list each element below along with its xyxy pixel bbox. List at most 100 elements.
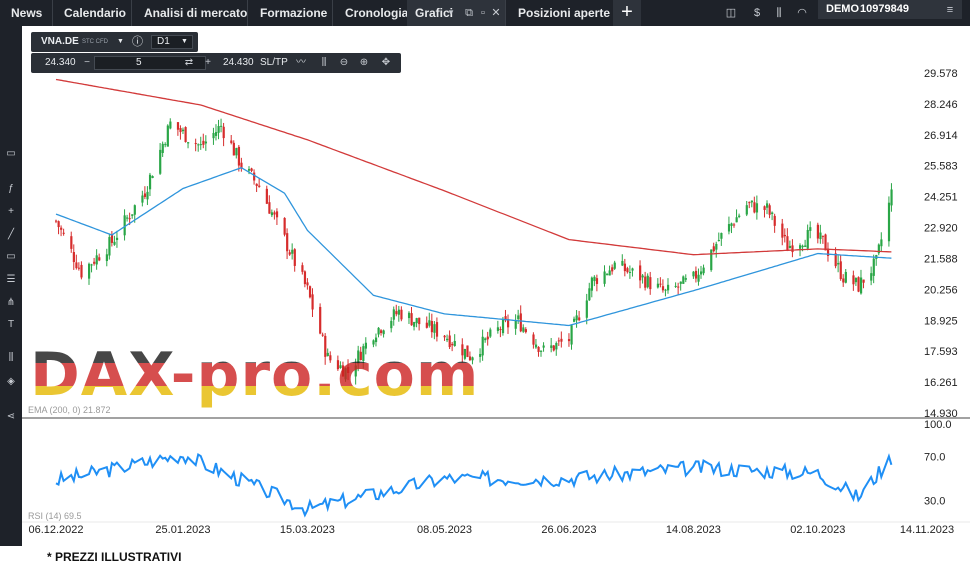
- candle-body: [344, 368, 347, 380]
- candle-body: [151, 176, 154, 179]
- candle-body: [265, 188, 268, 204]
- candle-body: [524, 329, 527, 333]
- rectangle-tool-icon[interactable]: ▭: [6, 251, 16, 262]
- candle-body: [623, 263, 627, 272]
- candle-body: [710, 249, 713, 271]
- decrease-quantity-button[interactable]: −: [84, 57, 90, 68]
- candle-body: [877, 244, 880, 254]
- swap-icon[interactable]: ⇄: [184, 57, 194, 68]
- chart-area[interactable]: 29.578 28.246 26.914 25.583 24.251 22.920 21.5…: [22, 26, 970, 546]
- candle-body: [806, 229, 809, 249]
- candle-body: [433, 324, 436, 333]
- layers-icon[interactable]: ◈: [7, 376, 15, 387]
- add-tab-button[interactable]: +: [613, 0, 641, 26]
- zoom-in-icon[interactable]: ⊕: [359, 57, 369, 68]
- symbol-name[interactable]: VNA.DE: [41, 36, 79, 47]
- line-chart-icon[interactable]: 〰: [296, 57, 306, 68]
- candle-body: [128, 218, 131, 220]
- currency-icon[interactable]: $: [753, 7, 761, 19]
- candle-body: [656, 283, 660, 288]
- candle-body: [682, 276, 685, 284]
- candle-body: [646, 275, 649, 288]
- nav-education[interactable]: Formazione: [260, 6, 328, 20]
- text-tool-icon[interactable]: T: [7, 319, 15, 330]
- nav-calendar[interactable]: Calendario: [64, 6, 127, 20]
- order-panel: 24.340 − 5 ⇄ + 24.430 SL/TP 〰 ⫼ ⊖ ⊕ ✥: [31, 53, 401, 73]
- price-chart[interactable]: 29.578 28.246 26.914 25.583 24.251 22.920 21.5…: [22, 26, 970, 546]
- symbol-panel: VNA.DE STC CFD ▼ ⓘ D1 ▼: [31, 32, 198, 52]
- candle-body: [717, 239, 720, 241]
- candle-body: [677, 286, 680, 288]
- candle-body: [560, 338, 563, 342]
- candle-body: [235, 148, 238, 156]
- candle-body: [268, 202, 271, 214]
- candle-body: [364, 342, 368, 349]
- candle-body: [684, 278, 687, 280]
- candle-body: [255, 183, 258, 186]
- candle-body: [286, 233, 289, 252]
- screen-icon[interactable]: ▭: [6, 148, 16, 159]
- candle-body: [606, 273, 609, 275]
- candle-body: [283, 217, 286, 235]
- candle-body: [484, 338, 487, 341]
- timeframe-select[interactable]: [151, 35, 193, 49]
- quantity-input[interactable]: [94, 56, 206, 70]
- candle-body: [542, 345, 545, 348]
- candle-body: [578, 317, 581, 321]
- zoom-out-icon[interactable]: ⊖: [339, 57, 349, 68]
- candle-body: [466, 345, 469, 357]
- candles-icon[interactable]: ⫼: [321, 57, 327, 68]
- candle-body: [184, 127, 187, 143]
- candle-body: [804, 245, 807, 247]
- candle-body: [448, 335, 451, 348]
- sltp-button[interactable]: SL/TP: [260, 57, 288, 68]
- candle-body: [504, 316, 507, 321]
- candle-body: [870, 273, 873, 281]
- nav-market-analysis[interactable]: Analisi di mercato: [144, 6, 248, 20]
- popout-icon[interactable]: ⧉: [465, 7, 473, 19]
- line-tool-icon[interactable]: ╱: [7, 229, 15, 240]
- timeframe-dropdown-icon[interactable]: ▼: [181, 38, 188, 45]
- tab-graphs[interactable]: Grafici ▼ ⧉ ▫ ✕: [407, 0, 505, 26]
- candle-body: [347, 367, 350, 374]
- tab-open-positions[interactable]: Posizioni aperte: [518, 6, 611, 20]
- y-tick-label: 16.261: [924, 377, 958, 389]
- candle-body: [641, 275, 644, 278]
- nav-separator: [131, 0, 132, 26]
- fibonacci-icon[interactable]: ☰: [6, 274, 16, 285]
- chevron-down-icon[interactable]: ▼: [447, 8, 455, 17]
- info-icon[interactable]: ⓘ: [132, 36, 143, 48]
- candle-body: [250, 168, 253, 171]
- candle-body: [890, 189, 893, 206]
- candle-body: [674, 285, 677, 287]
- close-icon[interactable]: ✕: [491, 7, 501, 19]
- maximize-icon[interactable]: ▫: [481, 7, 485, 19]
- nav-history[interactable]: Cronologia: [345, 6, 409, 20]
- wifi-icon: ◠: [797, 7, 807, 19]
- account-selector[interactable]: [818, 0, 962, 19]
- layout-icon[interactable]: ◫: [725, 7, 737, 19]
- buy-price[interactable]: 24.430: [223, 57, 254, 68]
- function-icon[interactable]: ƒ: [8, 183, 14, 194]
- nav-news[interactable]: News: [11, 6, 43, 20]
- increase-quantity-button[interactable]: +: [205, 57, 211, 68]
- equalizer-icon[interactable]: ⫼: [776, 7, 782, 19]
- candle-body: [791, 245, 794, 253]
- chart-type-icon[interactable]: ⫼: [8, 352, 14, 363]
- menu-icon[interactable]: ≡: [946, 4, 954, 16]
- sell-price[interactable]: 24.340: [45, 57, 76, 68]
- pitchfork-icon[interactable]: ⋔: [6, 297, 16, 308]
- x-tick-label: 08.05.2023: [417, 524, 472, 536]
- nav-separator: [247, 0, 248, 26]
- share-icon[interactable]: ⋖: [6, 411, 16, 422]
- candle-body: [72, 252, 75, 263]
- candle-body: [308, 286, 312, 298]
- candle-body: [481, 336, 484, 356]
- crosshair-icon[interactable]: +: [8, 206, 14, 217]
- candle-body: [194, 143, 197, 145]
- symbol-dropdown-icon[interactable]: ▼: [117, 38, 124, 45]
- move-icon[interactable]: ✥: [381, 57, 391, 68]
- candle-body: [217, 126, 220, 133]
- candle-body: [661, 286, 665, 291]
- candle-body: [854, 277, 858, 283]
